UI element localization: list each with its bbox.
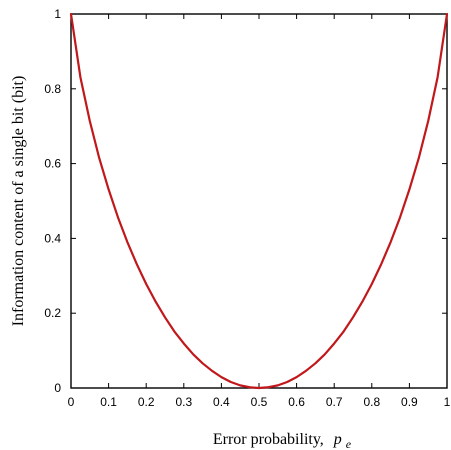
x-axis-label: Error probability, p e [213, 431, 352, 450]
y-tick-label: 0 [54, 381, 61, 395]
y-tick-label: 1 [54, 7, 61, 21]
x-tick-label: 0.8 [363, 395, 380, 409]
plot-area-frame [70, 13, 448, 389]
ticks-group [70, 13, 448, 389]
y-tick-label: 0.4 [44, 231, 61, 245]
series-line [69, 12, 449, 390]
x-tick-label: 0.2 [138, 395, 155, 409]
x-tick-label: 0.6 [288, 395, 305, 409]
x-tick-label: 1 [444, 395, 451, 409]
x-axis-label-variable: p [333, 431, 342, 448]
x-tick-label: 0.1 [100, 395, 117, 409]
tick-labels-group: 0 0.1 0.2 0.3 0.4 0.5 0.6 0.7 0.8 0.9 1 0 0.2 0.4 0.6 0… [44, 7, 450, 409]
y-tick-label: 0.8 [44, 82, 61, 96]
y-tick-label: 0.6 [44, 157, 61, 171]
x-tick-label: 0.3 [175, 395, 192, 409]
x-axis-label-text: Error probability, [213, 431, 324, 448]
x-tick-label: 0.7 [326, 395, 343, 409]
y-axis-label: Information content of a single bit (bit… [10, 76, 27, 327]
x-tick-label: 0.4 [213, 395, 230, 409]
x-tick-label: 0 [68, 395, 75, 409]
y-tick-label: 0.2 [44, 306, 61, 320]
x-axis-label-subscript: e [346, 437, 352, 450]
x-tick-label: 0.5 [251, 395, 268, 409]
x-tick-label: 0.9 [401, 395, 418, 409]
